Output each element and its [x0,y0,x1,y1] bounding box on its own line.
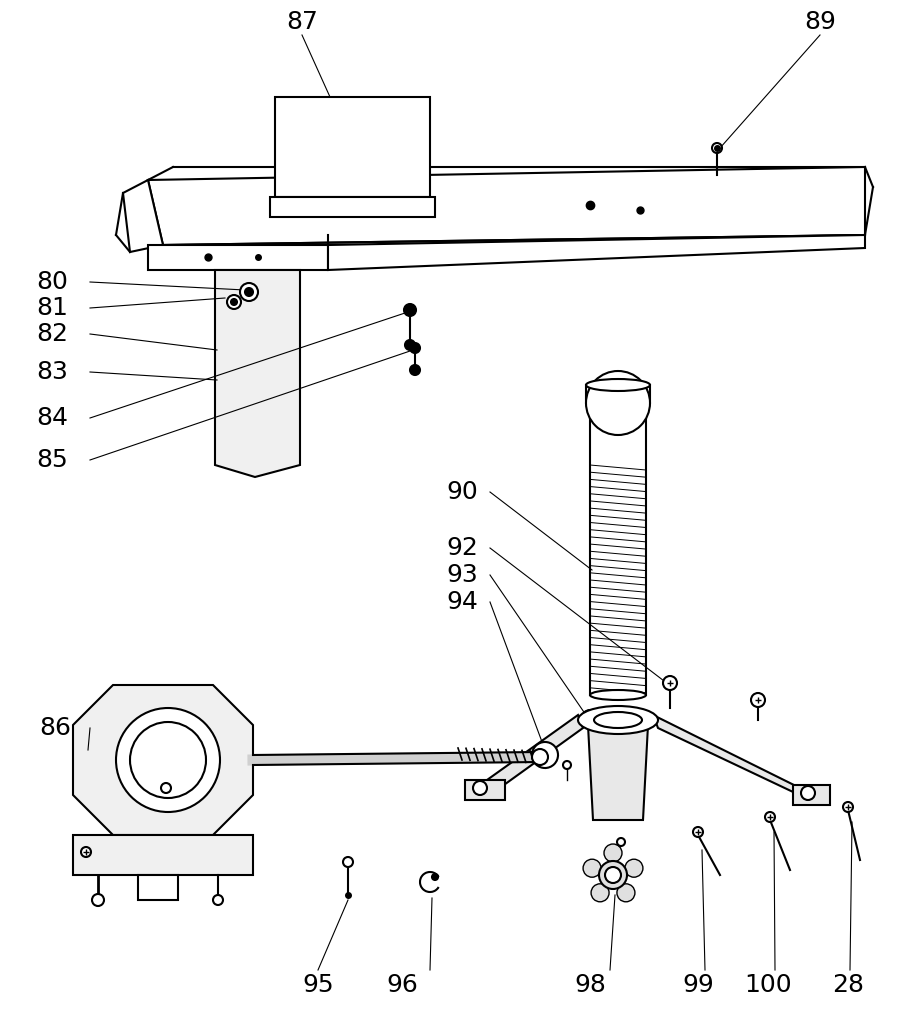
Circle shape [617,838,625,846]
Circle shape [161,783,171,793]
Ellipse shape [578,706,658,734]
Polygon shape [123,180,163,252]
Circle shape [843,802,853,812]
Text: 100: 100 [744,973,792,997]
Circle shape [625,859,643,878]
Text: 96: 96 [386,973,418,997]
Text: 81: 81 [36,296,68,319]
Circle shape [116,708,220,812]
Circle shape [343,857,353,867]
Circle shape [765,812,775,822]
Text: 98: 98 [574,973,606,997]
Circle shape [751,693,765,707]
Circle shape [583,859,602,878]
Circle shape [245,288,253,296]
Circle shape [130,722,206,798]
Circle shape [92,894,104,906]
Circle shape [231,299,237,305]
Text: 89: 89 [804,10,836,34]
Ellipse shape [586,379,650,391]
Circle shape [663,676,677,690]
Text: 82: 82 [36,322,68,346]
Polygon shape [653,715,810,800]
Circle shape [587,715,593,721]
Circle shape [404,304,416,316]
Circle shape [693,827,703,837]
Circle shape [605,867,621,883]
Polygon shape [793,785,830,805]
Polygon shape [588,725,648,820]
Text: 90: 90 [446,480,478,504]
Polygon shape [465,780,505,800]
Text: 95: 95 [302,973,334,997]
Circle shape [81,847,91,857]
Text: 93: 93 [446,563,478,587]
Polygon shape [215,270,300,477]
Text: 28: 28 [832,973,864,997]
Text: 80: 80 [36,270,68,294]
Text: 92: 92 [446,536,478,560]
Circle shape [801,786,815,800]
Text: 99: 99 [682,973,714,997]
Polygon shape [143,728,188,792]
Circle shape [213,895,223,905]
Circle shape [240,283,258,301]
Circle shape [410,365,420,375]
Text: 84: 84 [36,406,68,430]
Circle shape [591,884,609,902]
Text: 94: 94 [446,590,478,614]
Circle shape [604,844,622,862]
Text: 83: 83 [36,360,68,384]
Circle shape [586,371,650,435]
Circle shape [473,781,487,795]
Text: 86: 86 [39,716,71,740]
Text: 85: 85 [36,449,67,472]
Circle shape [410,343,420,353]
Circle shape [563,761,571,769]
Circle shape [432,874,438,880]
Polygon shape [138,874,178,900]
Polygon shape [148,245,328,270]
Circle shape [582,710,598,726]
Polygon shape [73,685,253,835]
Circle shape [227,295,241,309]
Polygon shape [148,167,865,245]
Circle shape [599,861,627,889]
Circle shape [712,143,722,153]
Text: 87: 87 [286,10,318,34]
Ellipse shape [590,690,646,700]
Polygon shape [275,97,430,197]
Polygon shape [73,835,253,874]
Circle shape [532,749,548,765]
Polygon shape [328,234,865,270]
Circle shape [405,340,415,350]
Polygon shape [270,197,435,217]
Polygon shape [480,715,583,795]
Circle shape [532,742,558,768]
Circle shape [617,884,635,902]
